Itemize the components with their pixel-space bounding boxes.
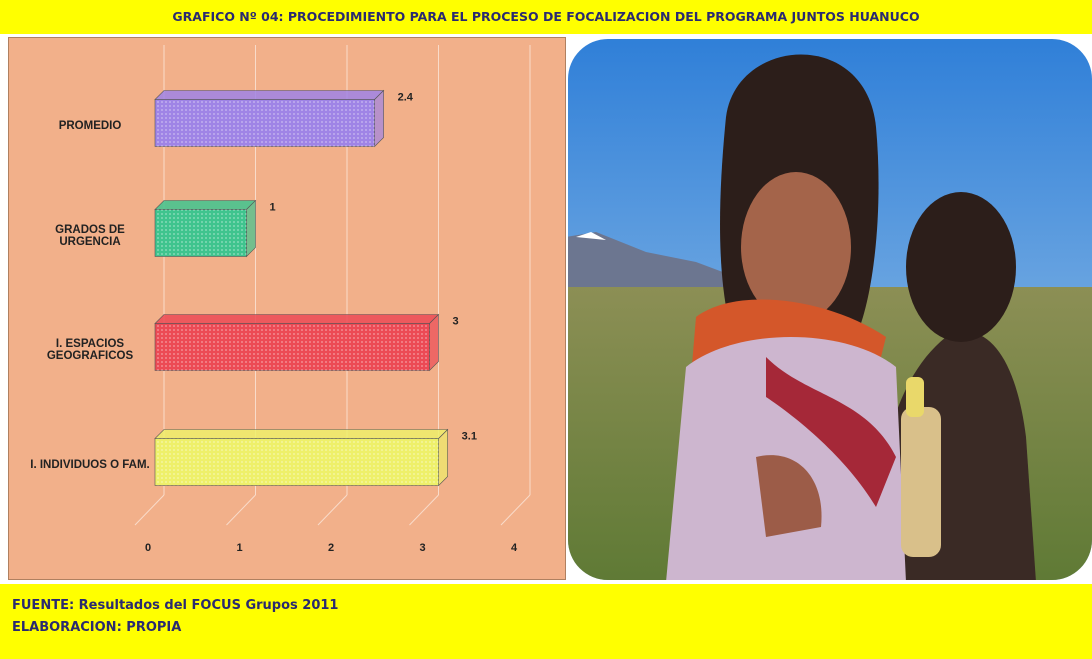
bar-side	[375, 91, 384, 147]
bar-side	[430, 315, 439, 371]
grid-line	[410, 495, 439, 525]
x-tick-label: 3	[419, 542, 425, 554]
x-tick-label: 2	[328, 542, 334, 554]
bar-texture	[155, 100, 375, 147]
data-label: 2.4	[398, 91, 414, 103]
category-label: I. INDIVIDUOS O FAM.	[30, 459, 150, 471]
bar-top	[155, 430, 448, 439]
source-box: FUENTE: Resultados del FOCUS Grupos 2011…	[0, 584, 1092, 659]
page: GRAFICO Nº 04: PROCEDIMIENTO PARA EL PRO…	[0, 0, 1092, 659]
photo	[566, 37, 1092, 582]
bar-side	[439, 430, 448, 486]
bar-top	[155, 91, 384, 100]
x-tick-label: 0	[145, 542, 151, 554]
grid-line	[135, 495, 164, 525]
bar-texture	[155, 324, 430, 371]
category-label: I. ESPACIOS GEOGRAFICOS	[30, 338, 150, 362]
x-tick-label: 1	[236, 542, 242, 554]
grid-line	[227, 495, 256, 525]
x-tick-label: 4	[511, 542, 518, 554]
bar-top	[155, 201, 256, 210]
data-label: 3.1	[462, 430, 477, 442]
bar-texture	[155, 439, 439, 486]
bar-top	[155, 315, 439, 324]
source-note: FUENTE: Resultados del FOCUS Grupos 2011	[12, 598, 338, 613]
data-label: 3	[453, 315, 459, 327]
bar-side	[247, 201, 256, 257]
category-label: PROMEDIO	[30, 120, 150, 132]
grid-line	[318, 495, 347, 525]
grid-line	[501, 495, 530, 525]
data-label: 1	[270, 201, 276, 213]
category-label: GRADOS DE URGENCIA	[30, 224, 150, 248]
bar-texture	[155, 210, 247, 257]
source-note: ELABORACION: PROPIA	[12, 620, 181, 635]
